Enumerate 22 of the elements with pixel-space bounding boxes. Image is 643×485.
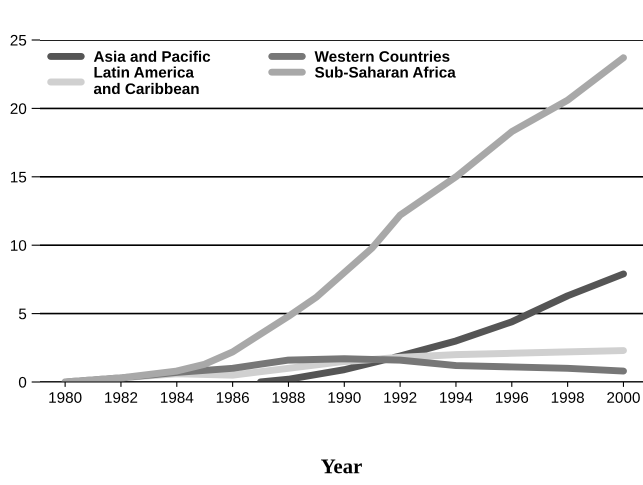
y-tick-label: 15 xyxy=(10,172,26,182)
legend-label: Asia and Pacific xyxy=(94,50,210,62)
x-axis-title: Year xyxy=(321,460,362,474)
y-tick-label: 25 xyxy=(10,34,26,46)
x-tick-label: 1998 xyxy=(552,392,584,403)
x-tick-label: 1992 xyxy=(384,392,416,403)
y-tick-label: 0 xyxy=(18,376,26,388)
y-tick-label: 5 xyxy=(18,308,26,320)
x-tick-label: 1990 xyxy=(328,392,361,403)
legend-label: Western Countries xyxy=(314,50,450,62)
y-tick-label: 10 xyxy=(10,240,26,251)
x-tick-label: 1986 xyxy=(216,392,249,403)
legend-label: Sub-Saharan Africa xyxy=(314,66,456,78)
x-tick-label: 2000 xyxy=(607,392,640,403)
x-tick-label: 1996 xyxy=(496,392,528,403)
x-tick-label: 1982 xyxy=(105,392,138,403)
x-tick-label: 1984 xyxy=(160,392,194,403)
y-tick-label: 20 xyxy=(10,103,26,114)
x-tick-label: 1994 xyxy=(440,392,473,403)
x-tick-label: 1988 xyxy=(272,392,305,403)
x-tick-label: 1980 xyxy=(49,392,82,403)
legend-label: Latin America and Caribbean xyxy=(94,66,199,94)
